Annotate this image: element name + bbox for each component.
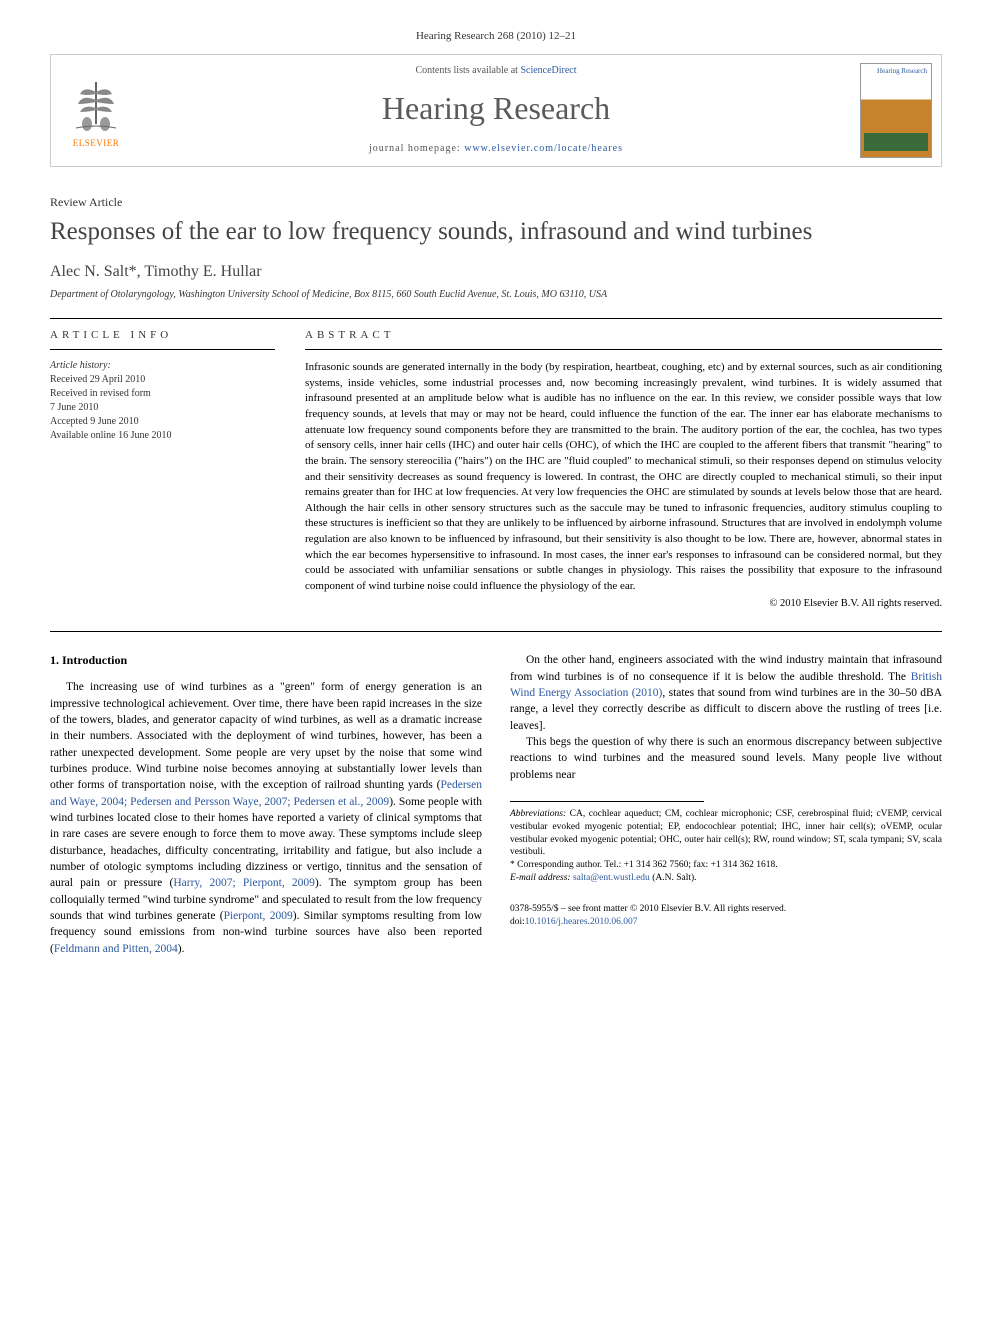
abbreviations-footnote: Abbreviations: CA, cochlear aqueduct; CM…	[510, 808, 942, 859]
corresponding-author-footnote: * Corresponding author. Tel.: +1 314 362…	[510, 859, 942, 872]
section-1-heading: 1. Introduction	[50, 652, 482, 669]
abstract-column: ABSTRACT Infrasonic sounds are generated…	[305, 319, 942, 609]
citation-pierpont[interactable]: Pierpont, 2009	[224, 910, 293, 922]
history-received: Received 29 April 2010	[50, 373, 275, 387]
authors: Alec N. Salt*, Timothy E. Hullar	[50, 263, 942, 281]
elsevier-logo[interactable]: ELSEVIER	[51, 55, 141, 166]
abbrev-label: Abbreviations:	[510, 809, 566, 819]
p1a: The increasing use of wind turbines as a…	[50, 681, 482, 791]
elsevier-tree-icon	[66, 74, 126, 134]
cover-image-title: Hearing Research	[877, 68, 927, 76]
p1e: ).	[178, 943, 185, 955]
article-info-column: ARTICLE INFO Article history: Received 2…	[50, 319, 275, 609]
contents-prefix: Contents lists available at	[415, 65, 520, 76]
cover-image-band	[864, 133, 928, 151]
body-text-columns: 1. Introduction The increasing use of wi…	[50, 652, 942, 957]
body-divider	[50, 631, 942, 632]
intro-paragraph-1: The increasing use of wind turbines as a…	[50, 679, 482, 957]
doi-link[interactable]: 10.1016/j.heares.2010.06.007	[525, 917, 638, 927]
email-link[interactable]: salta@ent.wustl.edu	[573, 873, 650, 883]
email-footnote: E-mail address: salta@ent.wustl.edu (A.N…	[510, 872, 942, 885]
cover-image: Hearing Research	[860, 63, 932, 158]
contents-available-line: Contents lists available at ScienceDirec…	[141, 65, 851, 76]
article-info-heading: ARTICLE INFO	[50, 319, 275, 350]
history-label: Article history:	[50, 360, 275, 371]
article-title: Responses of the ear to low frequency so…	[50, 216, 942, 247]
history-accepted: Accepted 9 June 2010	[50, 415, 275, 429]
citation-harry-pierpont[interactable]: Harry, 2007; Pierpont, 2009	[173, 877, 315, 889]
p2a: On the other hand, engineers associated …	[510, 654, 942, 682]
abbrev-text: CA, cochlear aqueduct; CM, cochlear micr…	[510, 809, 942, 857]
doi-line: doi:10.1016/j.heares.2010.06.007	[510, 916, 942, 929]
abstract-heading: ABSTRACT	[305, 319, 942, 350]
journal-cover-thumb[interactable]: Hearing Research	[851, 55, 941, 166]
abstract-copyright: © 2010 Elsevier B.V. All rights reserved…	[305, 598, 942, 609]
history-revised-line2: 7 June 2010	[50, 401, 275, 415]
intro-paragraph-2: On the other hand, engineers associated …	[510, 652, 942, 734]
corr-label: * Corresponding author.	[510, 860, 604, 870]
doi-prefix: doi:	[510, 917, 525, 927]
email-label: E-mail address:	[510, 873, 571, 883]
citation-feldmann[interactable]: Feldmann and Pitten, 2004	[54, 943, 178, 955]
history-online: Available online 16 June 2010	[50, 429, 275, 443]
p1b: ). Some people with wind turbines locate…	[50, 796, 482, 890]
affiliation: Department of Otolaryngology, Washington…	[50, 289, 942, 300]
article-type: Review Article	[50, 195, 942, 210]
elsevier-label: ELSEVIER	[73, 138, 120, 148]
homepage-link[interactable]: www.elsevier.com/locate/heares	[464, 143, 623, 154]
journal-title: Hearing Research	[141, 90, 851, 127]
homepage-prefix: journal homepage:	[369, 143, 464, 154]
header-center: Contents lists available at ScienceDirec…	[141, 55, 851, 166]
corr-text: Tel.: +1 314 362 7560; fax: +1 314 362 1…	[604, 860, 777, 870]
email-suffix: (A.N. Salt).	[650, 873, 697, 883]
abstract-text: Infrasonic sounds are generated internal…	[305, 360, 942, 594]
footnote-divider	[510, 801, 704, 802]
homepage-line: journal homepage: www.elsevier.com/locat…	[141, 143, 851, 154]
journal-reference: Hearing Research 268 (2010) 12–21	[50, 30, 942, 42]
journal-header-box: ELSEVIER Contents lists available at Sci…	[50, 54, 942, 167]
page-footer: 0378-5955/$ – see front matter © 2010 El…	[510, 903, 942, 929]
history-revised-line1: Received in revised form	[50, 387, 275, 401]
sciencedirect-link[interactable]: ScienceDirect	[520, 65, 576, 76]
intro-paragraph-3: This begs the question of why there is s…	[510, 734, 942, 783]
issn-line: 0378-5955/$ – see front matter © 2010 El…	[510, 903, 942, 916]
